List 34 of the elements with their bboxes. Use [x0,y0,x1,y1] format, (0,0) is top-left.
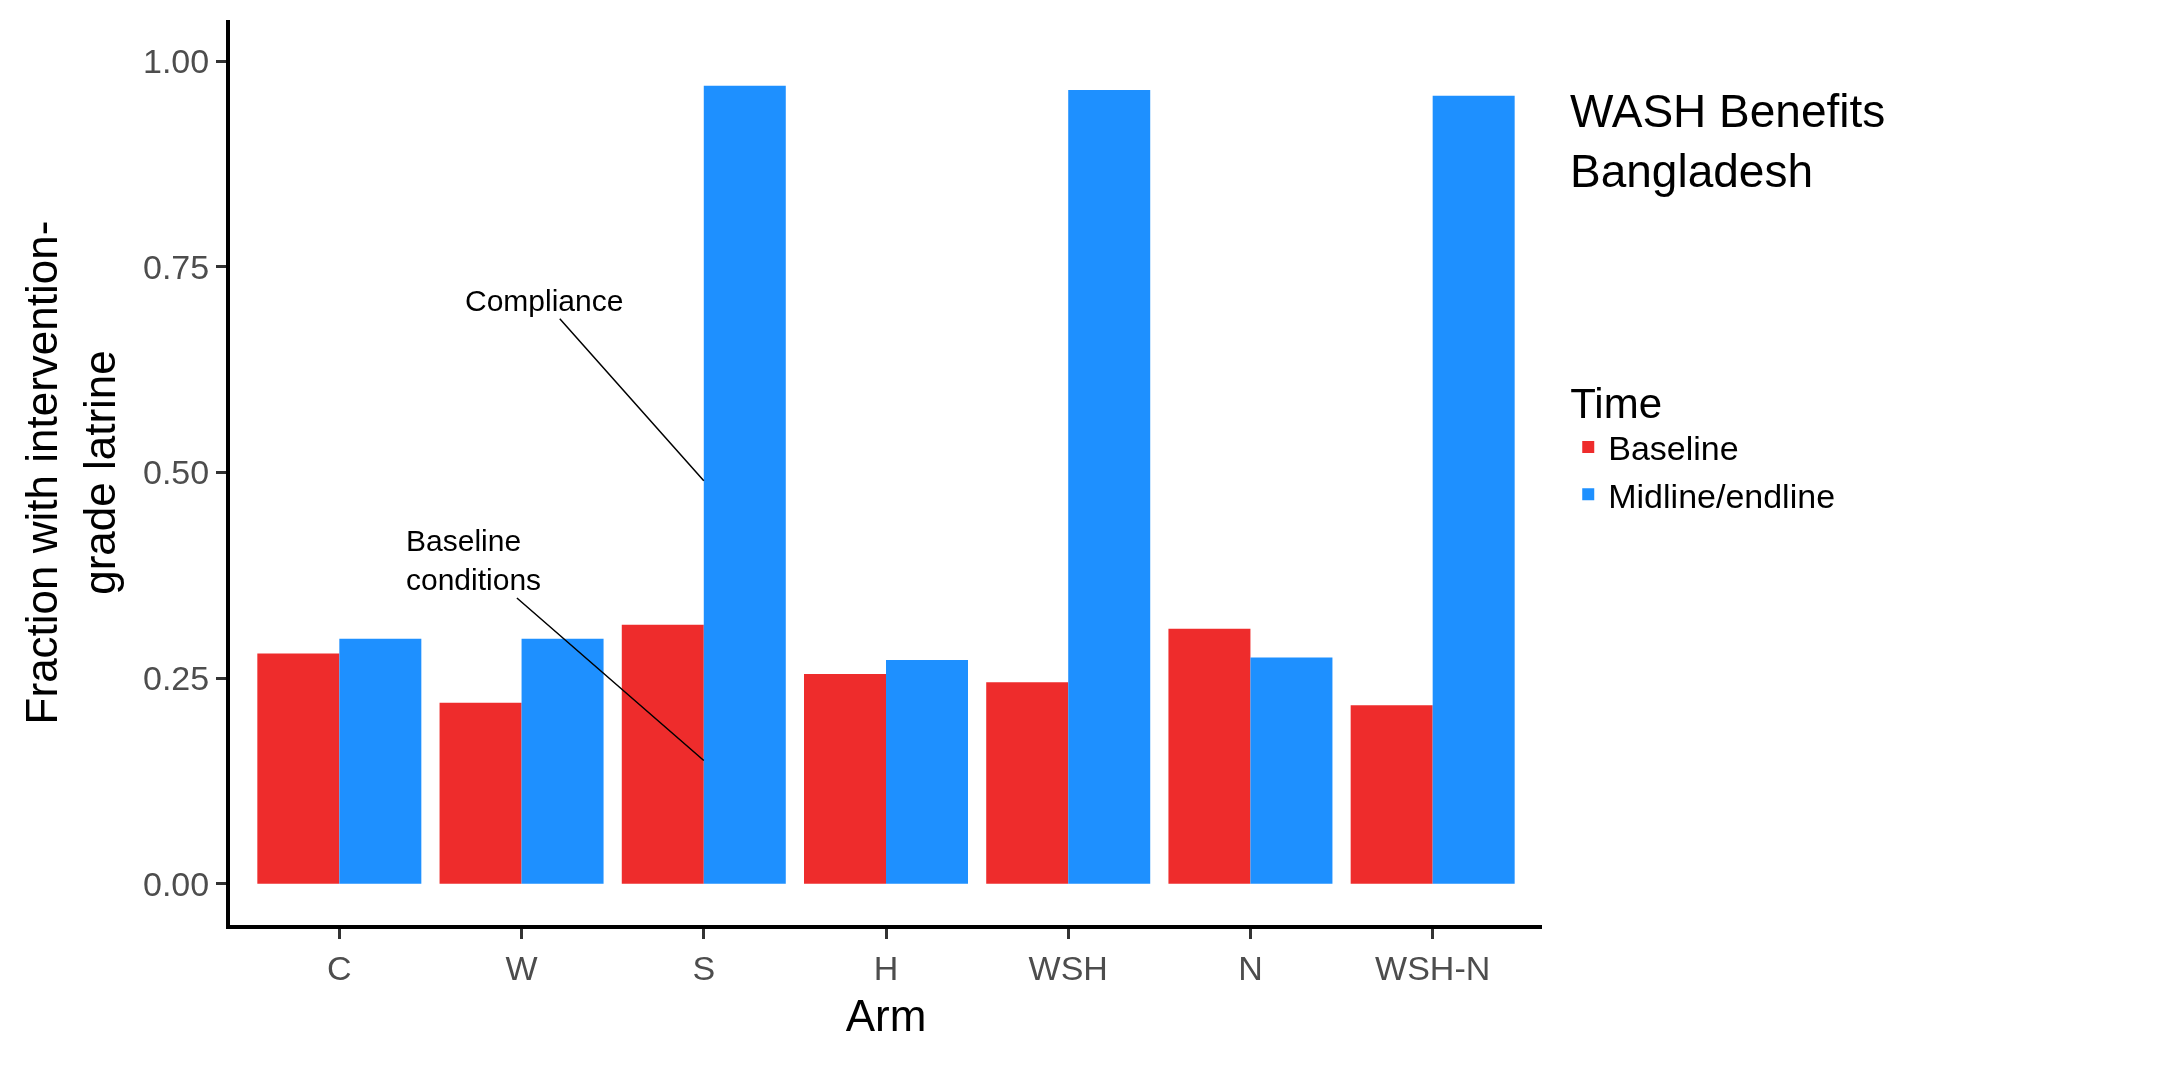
x-tick-label: H [873,948,899,987]
bar [986,682,1069,884]
x-tick-label: C [327,948,352,987]
text: WASH Benefits Bangladesh [1570,85,1886,197]
bar [521,638,604,884]
bar [257,653,340,884]
y-tick-label: 0.00 [143,864,210,903]
bar [886,660,968,884]
y-tick-label: 1.00 [143,42,210,81]
bar [1250,657,1333,884]
bar [621,624,704,884]
x-axis-title: Arm [845,990,927,1040]
x-tick-label: S [692,948,716,987]
legend-label: Midline/endline [1608,476,1836,515]
bar [703,85,786,884]
x-tick-label: WSH [1028,948,1108,987]
y-axis-title: Fraction with intervention- grade latrine [17,220,124,725]
bar [804,674,886,884]
y-tick-label: 0.75 [143,247,210,286]
bar [1350,705,1433,884]
x-tick-label: N [1238,948,1263,987]
bar [1168,628,1251,884]
annotation: Compliance [465,284,624,317]
legend-title: Time [1570,380,1663,428]
y-tick-label: 0.25 [143,659,210,698]
bar [339,638,422,884]
x-tick-label: W [505,948,538,987]
bar [439,702,522,884]
y-tick-label: 0.50 [143,453,210,492]
legend-label: Baseline [1608,429,1739,468]
x-tick-label: WSH-N [1375,948,1491,987]
annotation: Baseline conditions [406,524,542,596]
bar [1068,89,1151,884]
bar [1432,95,1515,884]
